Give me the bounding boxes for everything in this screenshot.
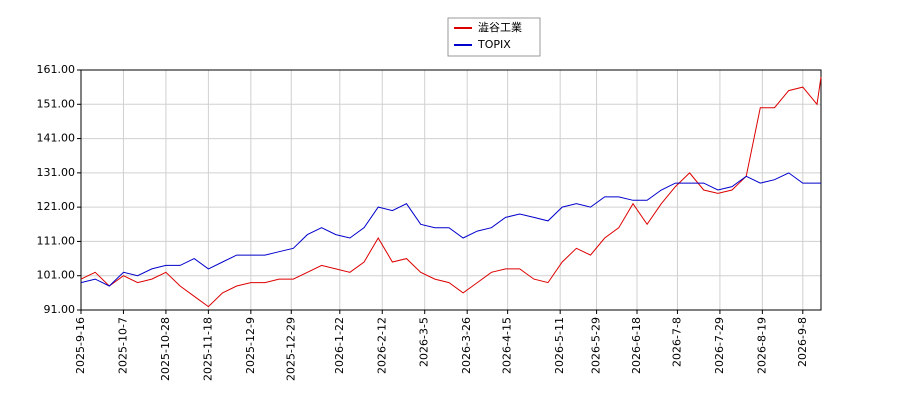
x-tick-label: 2026-9-8 bbox=[796, 317, 809, 367]
series-line bbox=[80, 172, 821, 287]
x-tick-label: 2025-10-7 bbox=[116, 317, 129, 374]
plot-frame bbox=[80, 69, 822, 311]
x-tick-label: 2026-7-8 bbox=[670, 317, 683, 367]
y-tick-label: 151.00 bbox=[37, 97, 76, 110]
x-tick-label: 2025-9-16 bbox=[74, 317, 87, 374]
x-tick-label: 2026-3-26 bbox=[460, 317, 473, 374]
x-tick-label: 2025-10-28 bbox=[159, 317, 172, 381]
legend-label: TOPIX bbox=[477, 38, 511, 51]
legend-box bbox=[447, 17, 541, 57]
x-tick-label: 2026-7-29 bbox=[713, 317, 726, 374]
x-tick-label: 2025-12-29 bbox=[284, 317, 297, 381]
x-tick-label: 2026-5-29 bbox=[590, 317, 603, 374]
x-tick-label: 2025-11-18 bbox=[201, 317, 214, 381]
x-tick-label: 2026-3-5 bbox=[418, 317, 431, 367]
y-tick-label: 141.00 bbox=[37, 132, 76, 145]
legend-label: 澁谷工業 bbox=[478, 21, 522, 34]
series-line bbox=[80, 76, 822, 308]
x-tick-label: 2026-6-18 bbox=[630, 317, 643, 374]
y-tick-label: 91.00 bbox=[44, 303, 76, 316]
x-tick-label: 2026-1-22 bbox=[333, 317, 346, 374]
y-tick-label: 131.00 bbox=[37, 166, 76, 179]
y-tick-label: 101.00 bbox=[37, 269, 76, 282]
x-tick-label: 2026-8-19 bbox=[755, 317, 768, 374]
x-tick-label: 2026-5-11 bbox=[553, 317, 566, 374]
y-tick-label: 121.00 bbox=[37, 200, 76, 213]
x-tick-label: 2026-2-12 bbox=[375, 317, 388, 374]
y-tick-label: 161.00 bbox=[37, 63, 76, 76]
x-tick-label: 2025-12-9 bbox=[244, 317, 257, 374]
x-tick-label: 2026-4-15 bbox=[501, 317, 514, 374]
y-tick-label: 111.00 bbox=[37, 234, 76, 247]
